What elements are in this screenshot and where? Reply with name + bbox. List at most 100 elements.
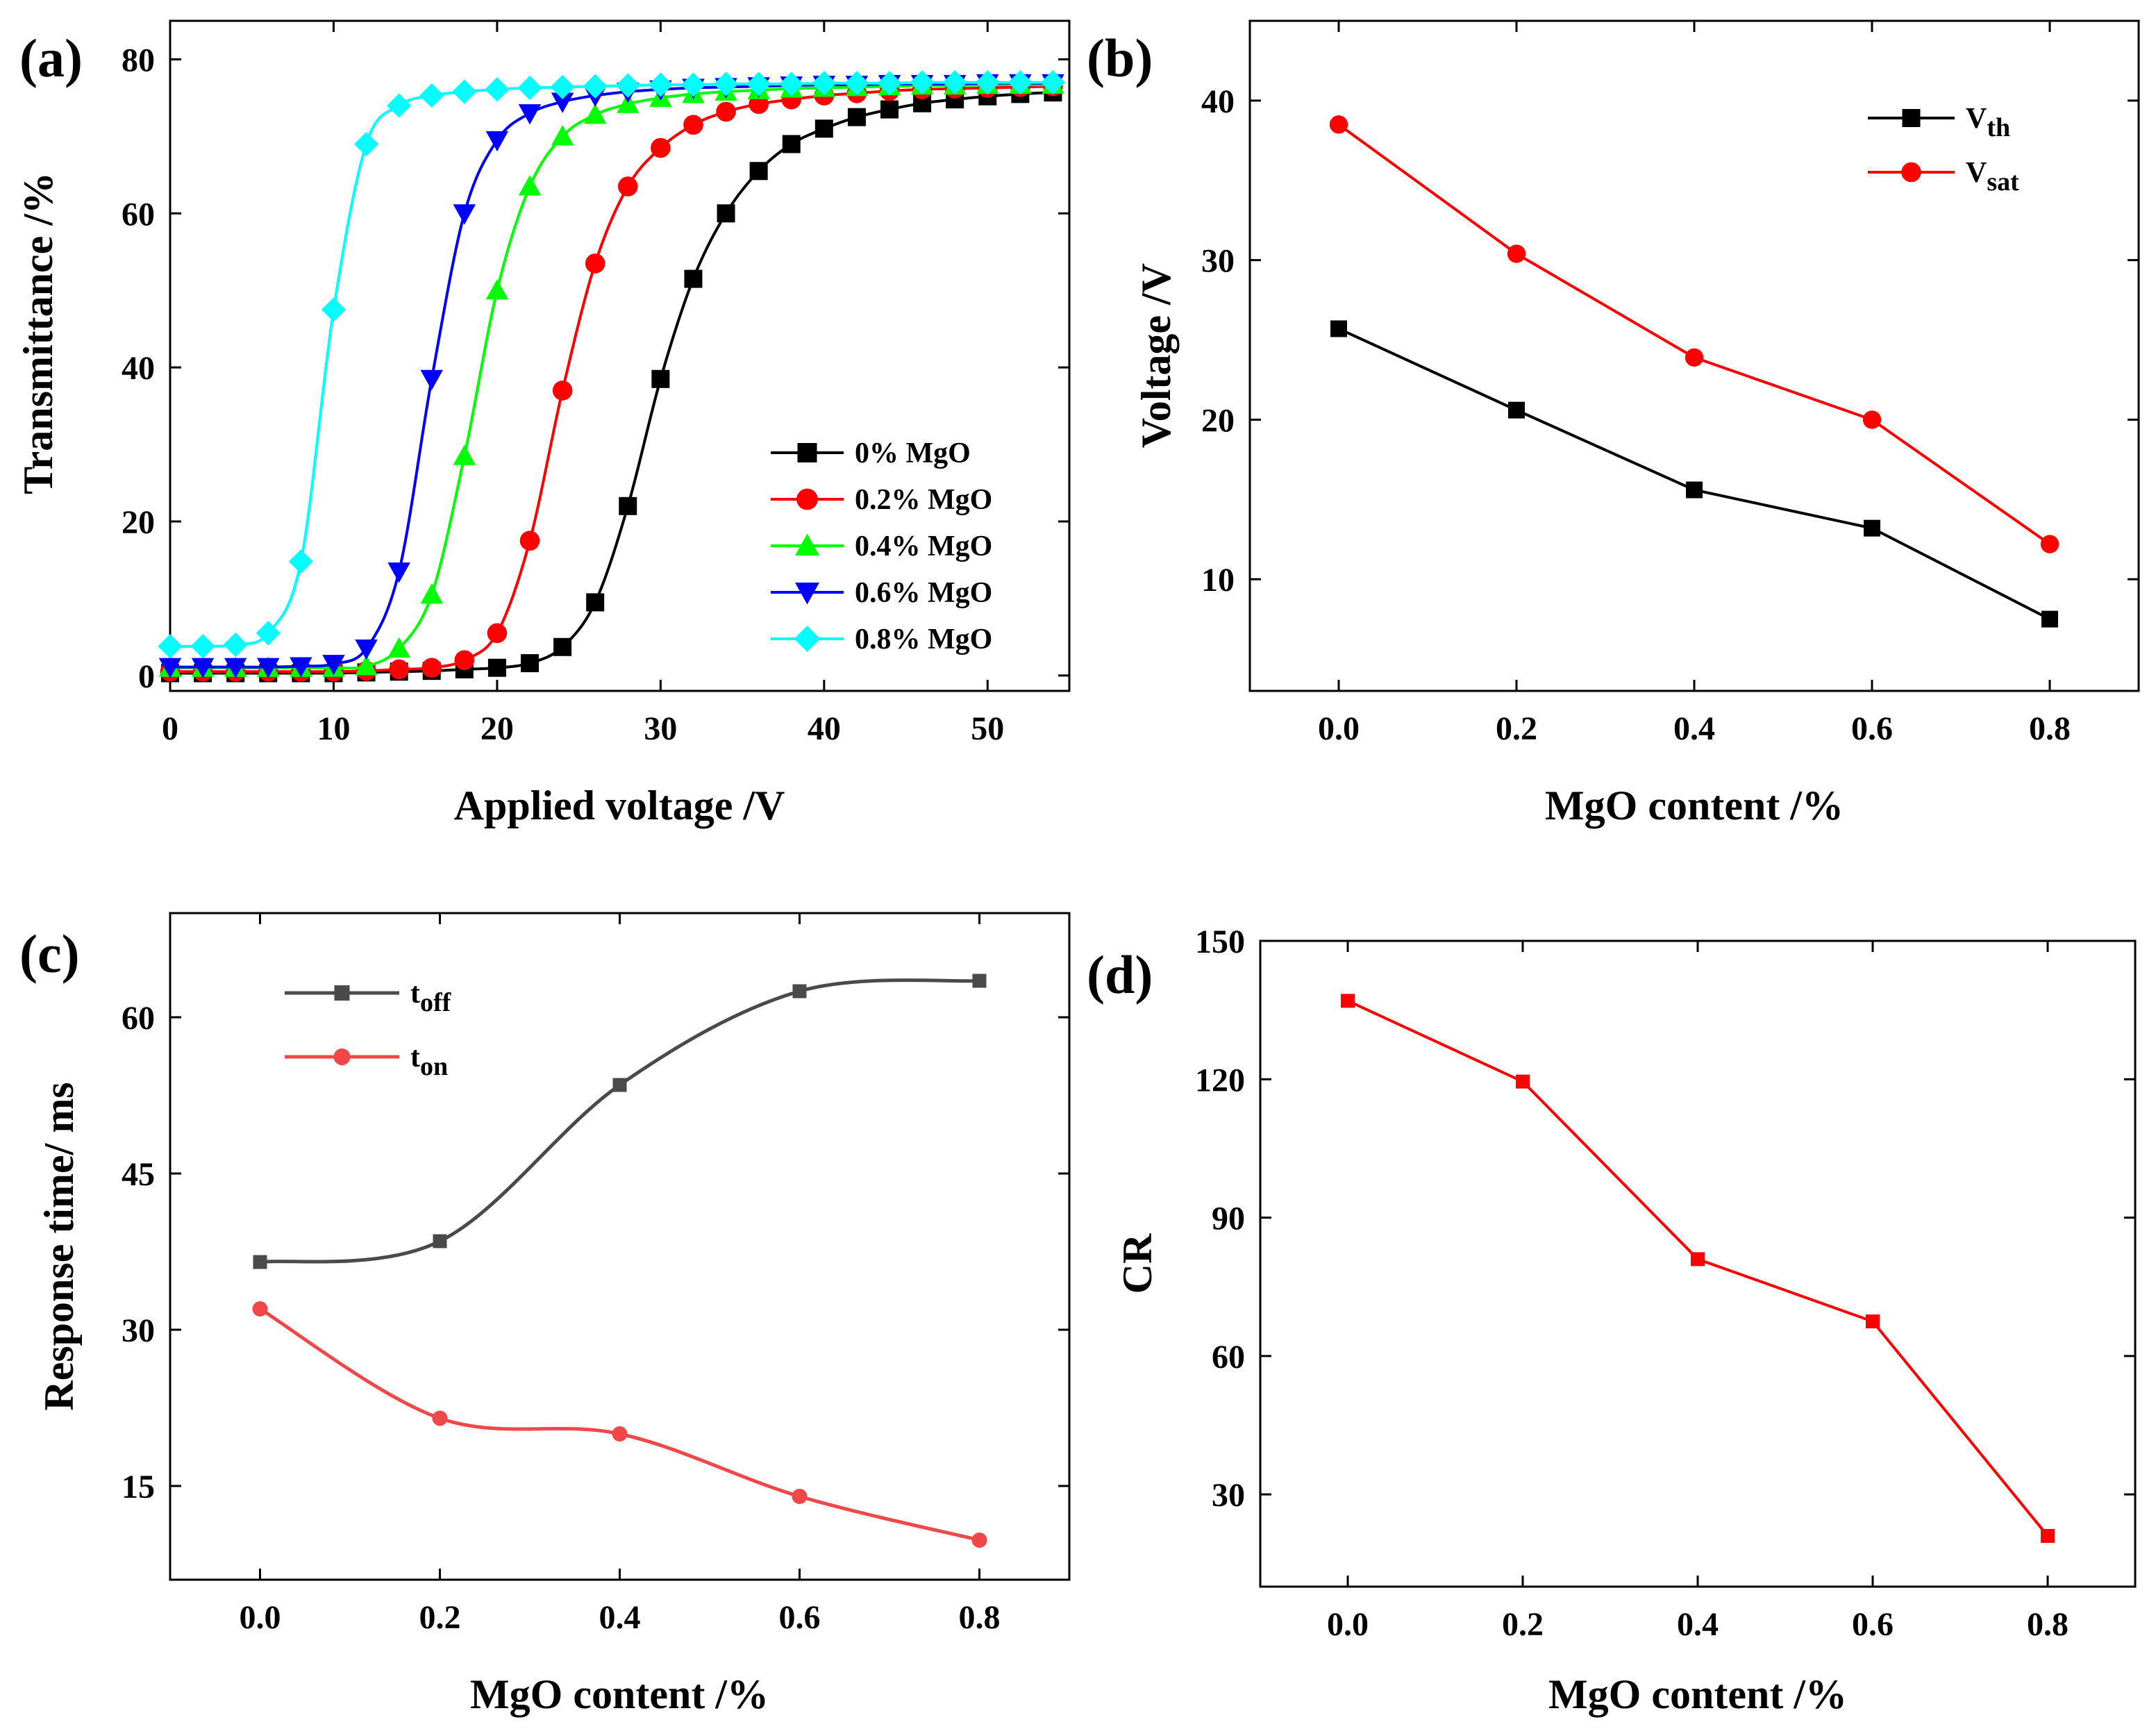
data-point <box>583 74 608 99</box>
data-point <box>1040 70 1066 95</box>
data-point <box>713 72 739 97</box>
data-point <box>779 72 804 97</box>
x-tick-label: 0.6 <box>1852 1606 1894 1643</box>
data-point <box>191 658 215 678</box>
data-point <box>847 108 866 126</box>
y-tick-label: 90 <box>1212 1201 1245 1237</box>
x-tick-label: 0.4 <box>599 1599 641 1636</box>
x-tick-label: 0.8 <box>2027 1606 2069 1643</box>
data-point <box>454 650 475 670</box>
plot-frame <box>169 912 1071 1581</box>
data-point <box>612 1426 628 1442</box>
data-point <box>651 369 670 388</box>
data-point <box>487 623 508 644</box>
legend-marker <box>794 626 821 652</box>
data-point <box>910 70 935 95</box>
series-line <box>259 1307 980 1542</box>
legend-label-text: 0.8% MgO <box>855 624 992 655</box>
data-point <box>551 92 574 113</box>
y-tick-label: 150 <box>1195 924 1245 960</box>
legend-label-text: V <box>1966 103 1987 135</box>
series-4 <box>158 70 1066 659</box>
data-point <box>2041 1528 2055 1543</box>
data-point <box>519 531 540 551</box>
data-point <box>553 637 572 656</box>
data-point <box>420 369 443 391</box>
data-point <box>749 162 768 181</box>
legend-label-subscript: th <box>1987 113 2010 142</box>
data-point <box>355 655 378 676</box>
data-point <box>1341 994 1355 1008</box>
data-point <box>782 135 801 153</box>
y-tick-label: 60 <box>122 1000 155 1037</box>
data-point <box>651 137 671 158</box>
legend-label: 0% MgO <box>855 437 971 469</box>
data-point <box>353 131 379 157</box>
legend-label-text: 0% MgO <box>855 437 971 469</box>
data-point <box>550 74 575 99</box>
data-point <box>355 639 378 660</box>
legend-label-subscript: on <box>420 1052 448 1081</box>
legend-marker <box>333 1048 351 1066</box>
y-axis-title: Voltage /V <box>1133 263 1179 448</box>
data-point <box>485 77 510 102</box>
legend-marker <box>334 985 350 1001</box>
data-point <box>583 103 607 124</box>
data-point <box>1508 401 1525 419</box>
data-point <box>717 204 735 223</box>
legend-label-text: 0.2% MgO <box>855 484 992 516</box>
x-tick-label: 40 <box>808 710 841 747</box>
data-point <box>877 71 902 96</box>
y-axis-title: Response time/ ms <box>36 1082 82 1410</box>
legend-marker <box>1901 162 1921 183</box>
x-tick-label: 0 <box>162 710 178 747</box>
data-point <box>551 125 574 146</box>
data-point <box>814 119 833 138</box>
legend-label: 0.2% MgO <box>855 484 992 516</box>
legend-label-text: t <box>410 1042 420 1074</box>
legend-label: 0.8% MgO <box>855 624 992 655</box>
legend-label-text: t <box>410 978 420 1010</box>
y-axis-title: CR <box>1114 1233 1160 1294</box>
y-tick-label: 20 <box>122 504 155 541</box>
data-point <box>619 496 637 515</box>
x-tick-label: 50 <box>971 710 1004 747</box>
data-point <box>487 658 506 677</box>
data-point <box>1330 320 1347 337</box>
x-tick-label: 0.2 <box>419 1599 461 1636</box>
series-1 <box>252 1301 987 1548</box>
data-point <box>389 659 409 680</box>
data-point <box>2040 535 2059 553</box>
data-point <box>971 1532 987 1548</box>
data-point <box>746 72 771 97</box>
series-line <box>1347 999 2049 1537</box>
legend-marker <box>795 583 819 605</box>
panel-label-c: (c) <box>19 924 80 984</box>
x-tick-label: 0.0 <box>1327 1606 1369 1643</box>
data-point <box>420 583 443 604</box>
data-point <box>844 71 869 96</box>
x-tick-label: 0.4 <box>1673 710 1715 747</box>
data-point <box>288 549 313 574</box>
x-tick-label: 20 <box>480 710 514 747</box>
y-tick-label: 60 <box>122 196 155 233</box>
legend-label-text: 0.4% MgO <box>855 531 992 562</box>
legend-label: 0.6% MgO <box>855 577 992 609</box>
data-point <box>1862 410 1882 429</box>
data-point <box>518 175 542 196</box>
series-0 <box>1341 994 2055 1543</box>
chart-c: 0.0 0.2 0.4 0.6 0.8 15 30 45 60 MgO content /% Res… <box>36 912 1071 1717</box>
data-point <box>975 70 1000 95</box>
data-point <box>158 658 182 678</box>
data-point <box>253 1255 267 1269</box>
x-axis-title: MgO content /% <box>1548 1671 1847 1717</box>
legend-marker <box>796 488 818 510</box>
panel-label-d: (d) <box>1087 944 1153 1005</box>
x-tick-label: 0.8 <box>959 1599 1001 1636</box>
legend-label-text: V <box>1966 157 1987 189</box>
data-point <box>680 72 706 97</box>
data-point <box>942 70 967 95</box>
legend-label: toff <box>410 978 452 1017</box>
data-point <box>521 654 539 673</box>
